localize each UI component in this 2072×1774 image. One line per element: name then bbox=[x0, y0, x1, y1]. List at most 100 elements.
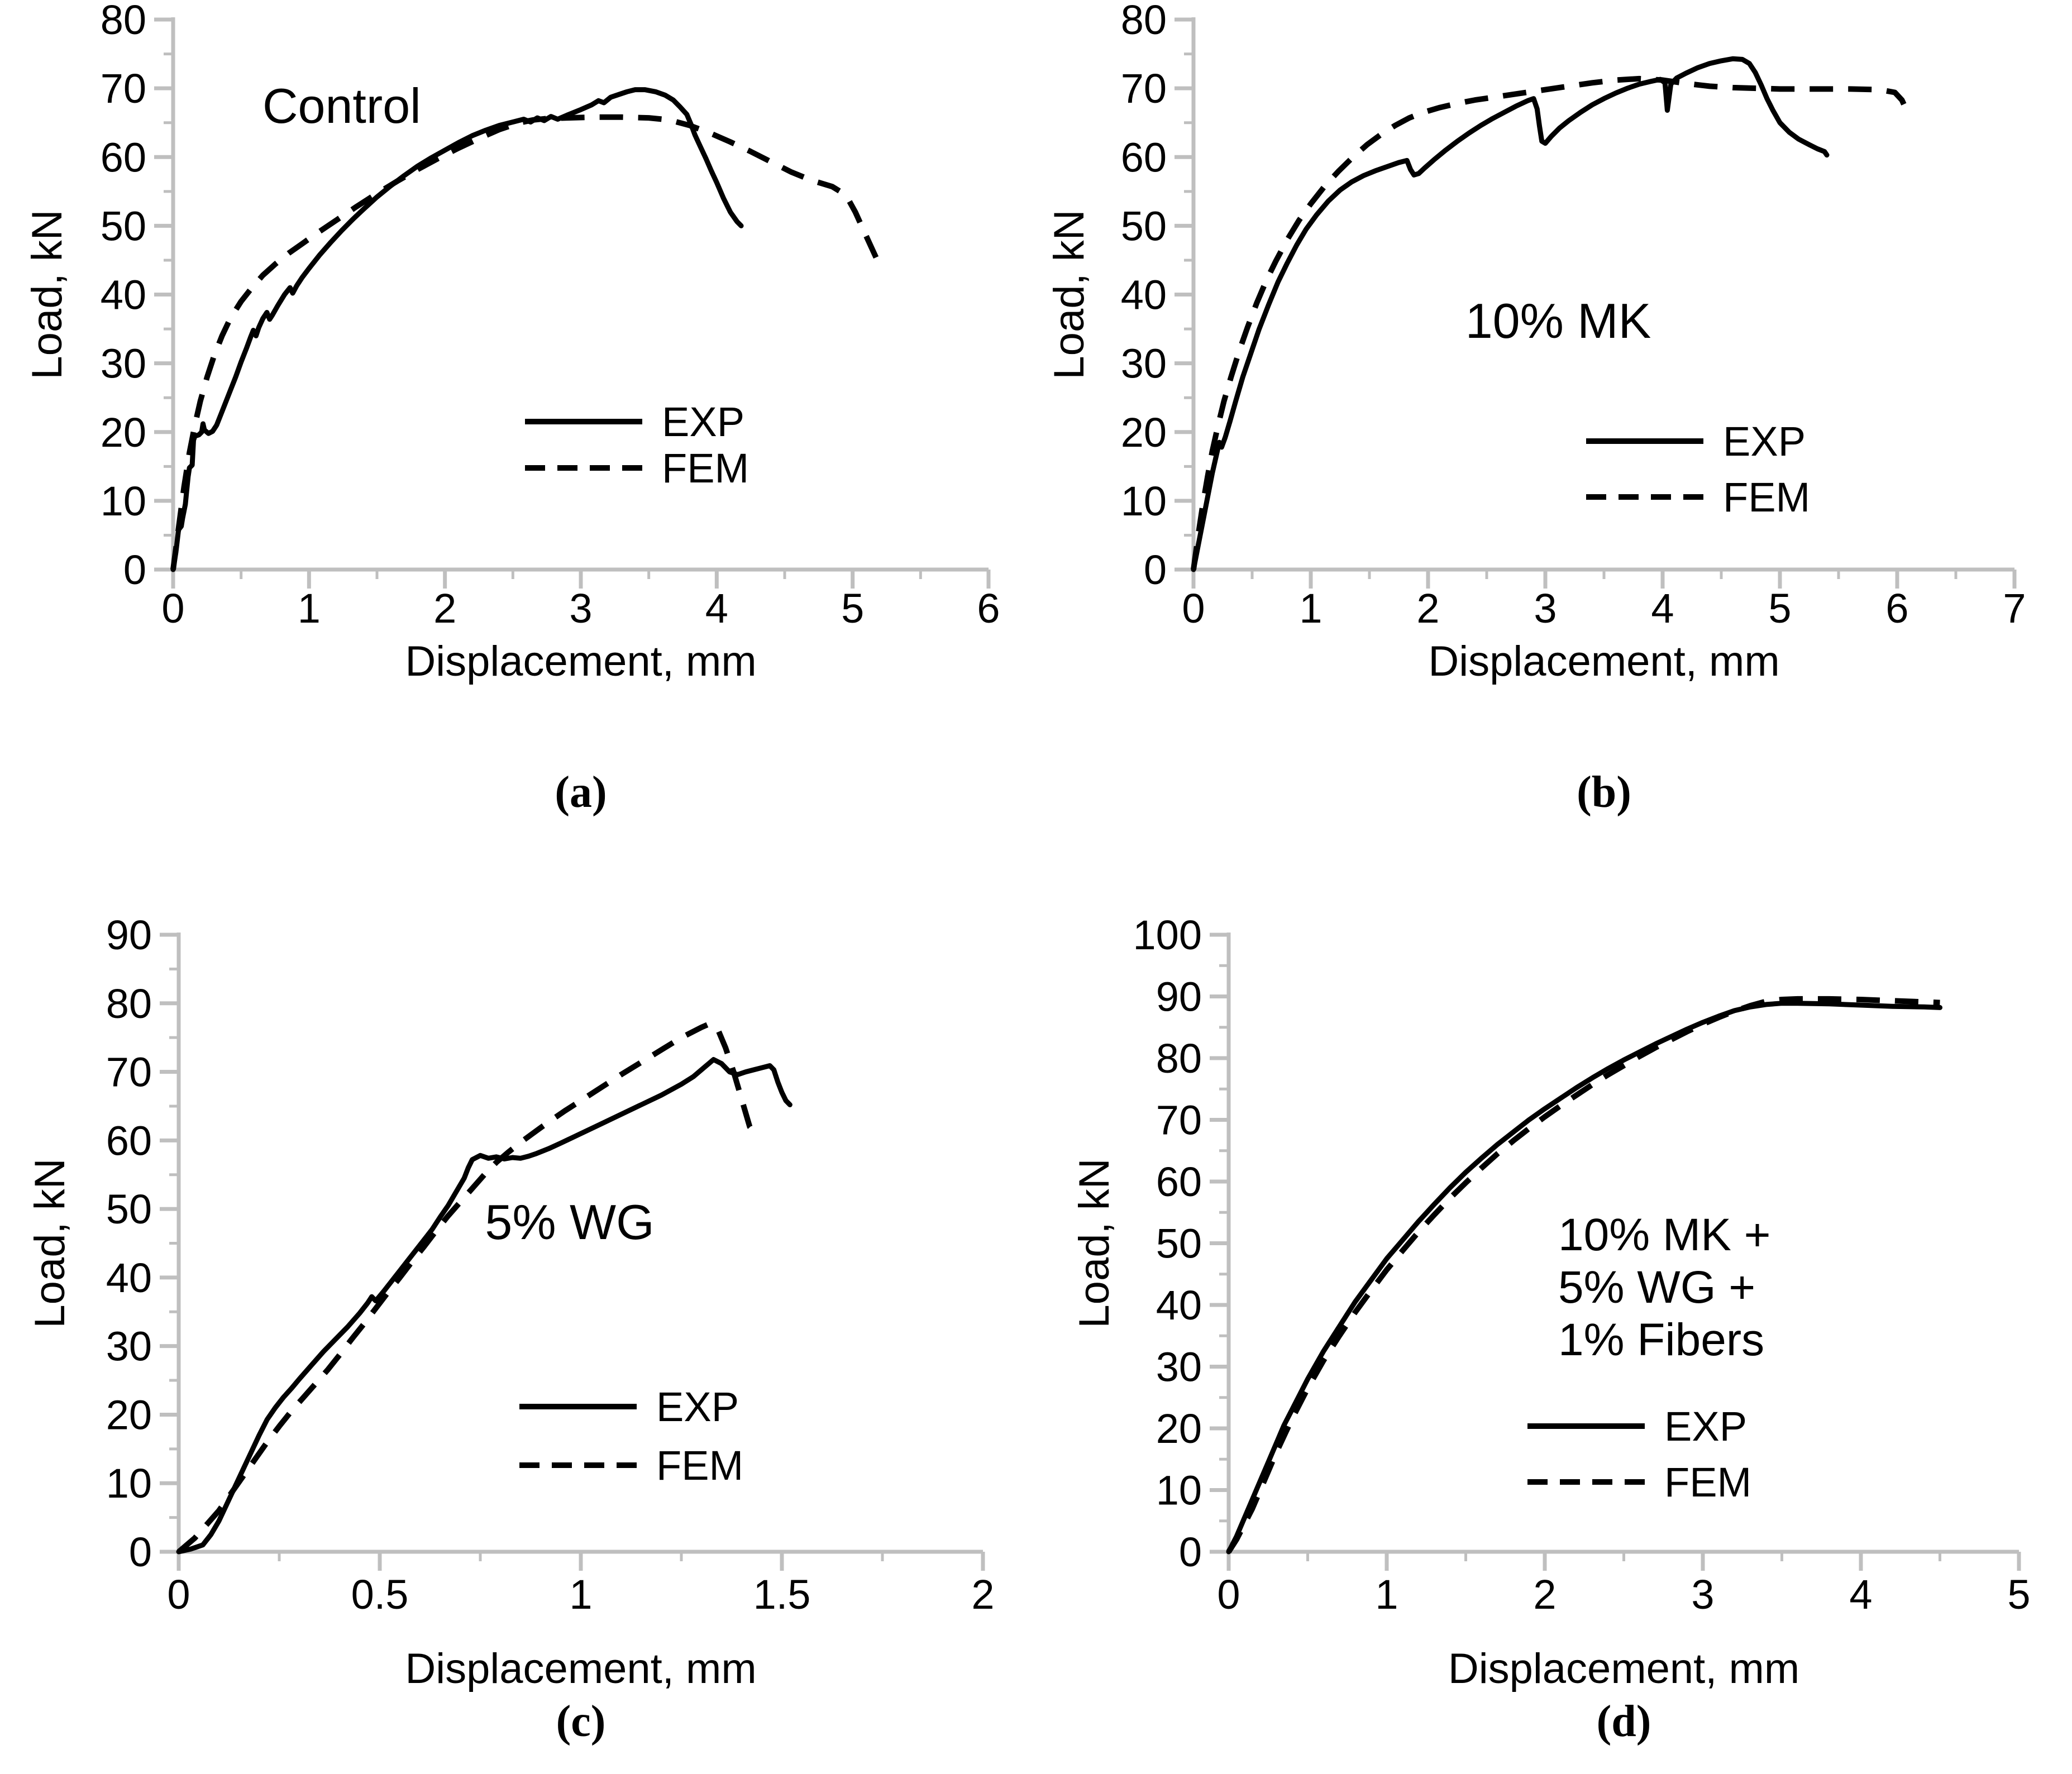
x-tick-label: 2 bbox=[1416, 585, 1439, 632]
y-tick-label: 70 bbox=[1156, 1097, 1202, 1144]
legend-label-exp: EXP bbox=[1664, 1403, 1747, 1450]
legend-label-fem: FEM bbox=[1664, 1459, 1751, 1505]
x-tick-label: 3 bbox=[1691, 1571, 1714, 1618]
x-tick-label: 0 bbox=[167, 1571, 190, 1618]
legend-label-fem: FEM bbox=[662, 445, 749, 491]
x-tick-label: 4 bbox=[1849, 1571, 1872, 1618]
y-tick-label: 90 bbox=[106, 912, 152, 958]
curve-fem bbox=[170, 114, 882, 570]
x-axis-title: Displacement, mm bbox=[1448, 1645, 1799, 1692]
y-axis-title: Load, kN bbox=[26, 1158, 74, 1328]
x-tick-label: 0 bbox=[161, 585, 184, 632]
y-tick-label: 30 bbox=[1121, 341, 1167, 387]
y-tick-label: 20 bbox=[106, 1392, 152, 1438]
y-axis-title: Load, kN bbox=[1045, 209, 1093, 379]
panel-letter: (c) bbox=[556, 1697, 606, 1746]
x-tick-label: 1.5 bbox=[753, 1571, 811, 1618]
curve-exp bbox=[1191, 56, 1830, 572]
mix-annotation-line: 10% MK bbox=[1465, 293, 1651, 348]
legend-label-fem: FEM bbox=[656, 1442, 743, 1489]
curve-fem bbox=[1226, 996, 1940, 1553]
y-axis-title: Load, kN bbox=[1071, 1158, 1118, 1328]
x-tick-label: 4 bbox=[1651, 585, 1674, 632]
y-tick-label: 40 bbox=[1156, 1282, 1202, 1328]
x-tick-label: 3 bbox=[1534, 585, 1557, 632]
x-tick-label: 6 bbox=[1885, 585, 1908, 632]
y-tick-label: 100 bbox=[1133, 912, 1202, 958]
y-tick-label: 10 bbox=[1121, 478, 1167, 524]
x-tick-label: 2 bbox=[433, 585, 456, 632]
y-tick-label: 40 bbox=[1121, 272, 1167, 318]
y-tick-label: 80 bbox=[1121, 0, 1167, 43]
y-tick-label: 80 bbox=[1156, 1035, 1202, 1082]
x-tick-label: 7 bbox=[2003, 585, 2026, 632]
x-tick-label: 4 bbox=[705, 585, 728, 632]
y-tick-label: 70 bbox=[1121, 65, 1167, 112]
y-tick-label: 20 bbox=[1156, 1405, 1202, 1452]
x-tick-label: 1 bbox=[1375, 1571, 1398, 1618]
mix-annotation-line: 5% WG + bbox=[1558, 1262, 1755, 1313]
x-tick-label: 1 bbox=[569, 1571, 592, 1618]
x-tick-label: 2 bbox=[1533, 1571, 1556, 1618]
y-tick-label: 60 bbox=[101, 134, 146, 180]
y-tick-label: 80 bbox=[106, 981, 152, 1027]
plot-svg-c: 0 0.5 1 1.5 20102030405060708090Displacement… bbox=[26, 912, 995, 1746]
y-tick-label: 20 bbox=[1121, 409, 1167, 456]
curve-fem bbox=[176, 1021, 760, 1554]
y-tick-label: 30 bbox=[101, 341, 146, 387]
y-tick-label: 20 bbox=[101, 409, 146, 456]
y-tick-label: 0 bbox=[129, 1529, 152, 1575]
curve-exp bbox=[176, 1057, 792, 1555]
legend-label-exp: EXP bbox=[656, 1384, 739, 1430]
legend-label-exp: EXP bbox=[1723, 418, 1806, 465]
x-axis-title: Displacement, mm bbox=[405, 638, 756, 685]
mix-annotation-line: Control bbox=[262, 78, 421, 133]
curve-exp bbox=[170, 87, 744, 572]
y-tick-label: 30 bbox=[106, 1323, 152, 1370]
plot-svg-d: 0 1 2 3 4 50102030405060708090100Displacement… bbox=[1071, 912, 2031, 1746]
y-tick-label: 10 bbox=[1156, 1467, 1202, 1514]
y-tick-label: 0 bbox=[1144, 547, 1167, 593]
legend-label-exp: EXP bbox=[662, 399, 744, 445]
y-tick-label: 50 bbox=[1121, 203, 1167, 249]
x-tick-label: 5 bbox=[841, 585, 864, 632]
x-tick-label: 0 bbox=[1182, 585, 1205, 632]
y-tick-label: 30 bbox=[1156, 1344, 1202, 1390]
y-tick-label: 10 bbox=[106, 1460, 152, 1507]
y-tick-label: 50 bbox=[106, 1186, 152, 1232]
chart-panel-b: 0 1 2 3 4 5 6 7 0 10 20 30 40 50 60 70 80 Displacement, m… bbox=[1036, 0, 2072, 887]
x-tick-label: 3 bbox=[569, 585, 592, 632]
x-axis-title: Displacement, mm bbox=[405, 1645, 756, 1692]
y-tick-label: 70 bbox=[106, 1049, 152, 1096]
y-tick-label: 60 bbox=[106, 1117, 152, 1164]
y-tick-label: 10 bbox=[101, 478, 146, 524]
panel-letter: (a) bbox=[555, 768, 607, 817]
mix-annotation-line: 5% WG bbox=[485, 1194, 654, 1250]
y-tick-label: 40 bbox=[101, 272, 146, 318]
legend-label-fem: FEM bbox=[1723, 474, 1810, 520]
chart-panel-d: 0 1 2 3 4 5 0 10 20 30 40 50 60 70 80 90 100 Displacement… bbox=[1036, 887, 2072, 1774]
x-tick-label: 0 bbox=[1217, 1571, 1240, 1618]
x-tick-label: 1 bbox=[1299, 585, 1322, 632]
x-tick-label: 2 bbox=[971, 1571, 994, 1618]
y-tick-label: 50 bbox=[1156, 1221, 1202, 1267]
x-tick-label: 0.5 bbox=[351, 1571, 409, 1618]
y-tick-label: 60 bbox=[1156, 1159, 1202, 1205]
chart-panel-c: 0 0.5 1 1.5 2 0 10 20 30 40 50 60 70 80 90 Displacement… bbox=[0, 887, 1036, 1774]
x-axis-title: Displacement, mm bbox=[1428, 638, 1779, 685]
x-tick-label: 6 bbox=[977, 585, 1000, 632]
y-tick-label: 40 bbox=[106, 1255, 152, 1301]
y-axis-title: Load, kN bbox=[23, 209, 71, 379]
y-tick-label: 90 bbox=[1156, 974, 1202, 1020]
panel-letter: (d) bbox=[1597, 1697, 1651, 1746]
mix-annotation-line: 10% MK + bbox=[1558, 1209, 1771, 1260]
y-tick-label: 0 bbox=[1179, 1529, 1202, 1575]
mix-annotation-line: 1% Fibers bbox=[1558, 1314, 1764, 1365]
y-tick-label: 80 bbox=[101, 0, 146, 43]
y-tick-label: 50 bbox=[101, 203, 146, 249]
curve-fem bbox=[1191, 75, 1909, 570]
x-tick-label: 5 bbox=[2007, 1571, 2030, 1618]
